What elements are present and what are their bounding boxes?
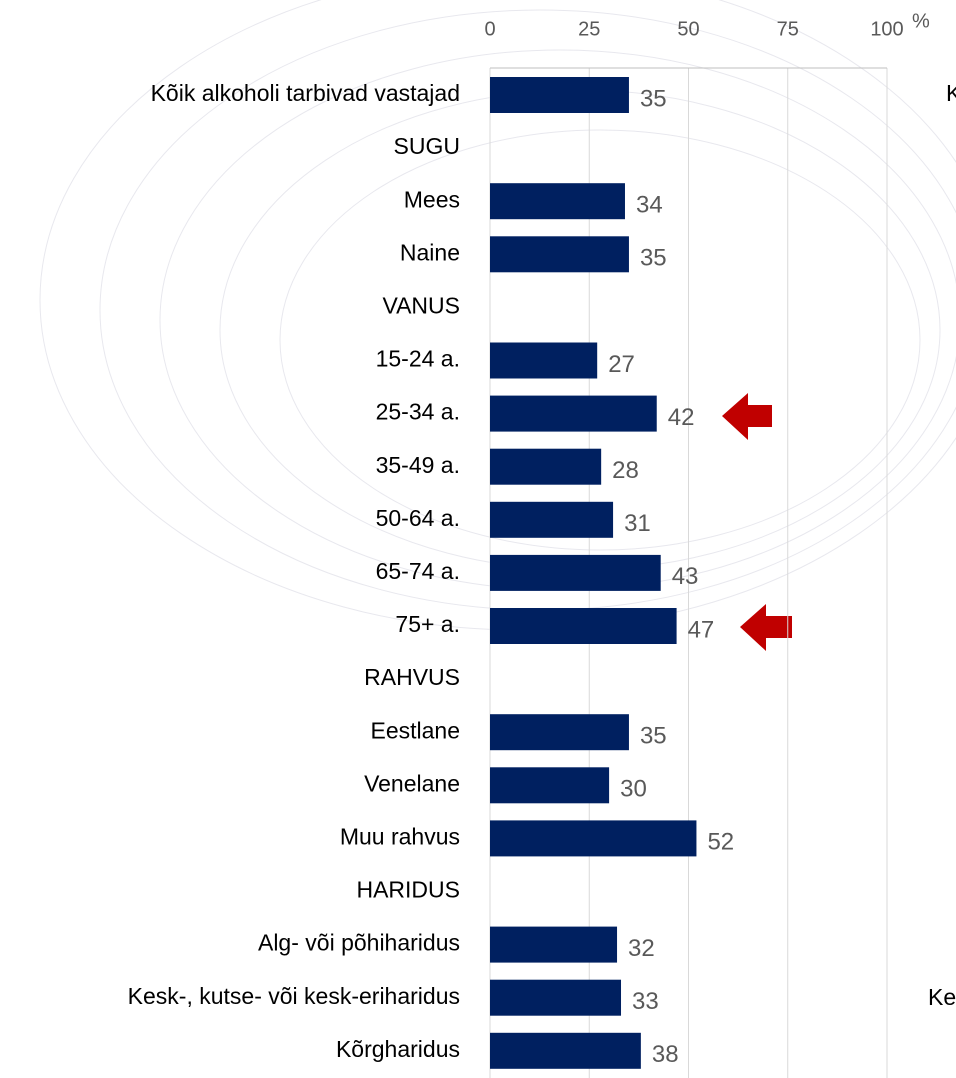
category-label: RAHVUS: [364, 664, 460, 690]
value-label: 30: [620, 776, 647, 803]
highlight-arrow: [722, 393, 772, 440]
x-tick-label: 50: [677, 18, 699, 40]
annotation: K: [946, 80, 956, 106]
category-label: SUGU: [394, 133, 460, 159]
bar: [490, 501, 614, 538]
bar: [490, 979, 622, 1016]
value-label: 35: [640, 245, 667, 272]
category-label: Kesk-, kutse- või kesk-eriharidus: [128, 983, 460, 1009]
category-label: 15-24 a.: [376, 346, 460, 372]
bar: [490, 1032, 641, 1069]
value-label: 32: [628, 935, 655, 962]
value-label: 35: [640, 723, 667, 750]
value-label: 42: [668, 404, 695, 431]
x-tick-label: 100: [870, 18, 903, 40]
category-label: 50-64 a.: [376, 505, 460, 531]
value-label: 43: [672, 563, 699, 590]
value-label: 35: [640, 85, 667, 112]
category-label: Muu rahvus: [340, 823, 460, 849]
category-label: Naine: [400, 239, 460, 265]
bar: [490, 183, 625, 220]
value-label: 34: [636, 192, 663, 219]
value-label: 38: [652, 1041, 679, 1068]
bar: [490, 342, 598, 379]
category-label: Mees: [404, 186, 460, 212]
highlight-arrow: [740, 604, 792, 651]
annotation: Ke: [928, 984, 956, 1010]
category-label: VANUS: [382, 292, 460, 318]
bar: [490, 820, 697, 857]
bar: [490, 554, 661, 591]
bar: [490, 448, 602, 485]
value-label: 27: [608, 351, 635, 378]
value-label: 33: [632, 988, 659, 1015]
value-label: 52: [707, 829, 734, 856]
bar: [490, 926, 618, 963]
category-label: HARIDUS: [356, 877, 460, 903]
axis-unit: %: [912, 10, 930, 32]
bar: [490, 395, 657, 432]
category-label: 65-74 a.: [376, 558, 460, 584]
category-label: Alg- või põhiharidus: [258, 930, 460, 956]
bar: [490, 714, 629, 751]
value-label: 31: [624, 510, 651, 537]
category-label: Kõik alkoholi tarbivad vastajad: [151, 80, 460, 106]
category-label: Venelane: [364, 770, 460, 796]
bar: [490, 767, 610, 804]
category-label: 35-49 a.: [376, 452, 460, 478]
x-tick-label: 75: [777, 18, 799, 40]
bar: [490, 608, 677, 644]
bar: [490, 236, 629, 273]
category-label: 25-34 a.: [376, 399, 460, 425]
category-label: Kõrgharidus: [336, 1036, 460, 1062]
x-tick-label: 0: [484, 18, 495, 40]
x-tick-label: 25: [578, 18, 600, 40]
category-label: Eestlane: [370, 717, 460, 743]
category-label: 75+ a.: [395, 611, 460, 637]
bar: [490, 77, 629, 113]
value-label: 28: [612, 457, 639, 484]
value-label: 47: [688, 616, 715, 643]
